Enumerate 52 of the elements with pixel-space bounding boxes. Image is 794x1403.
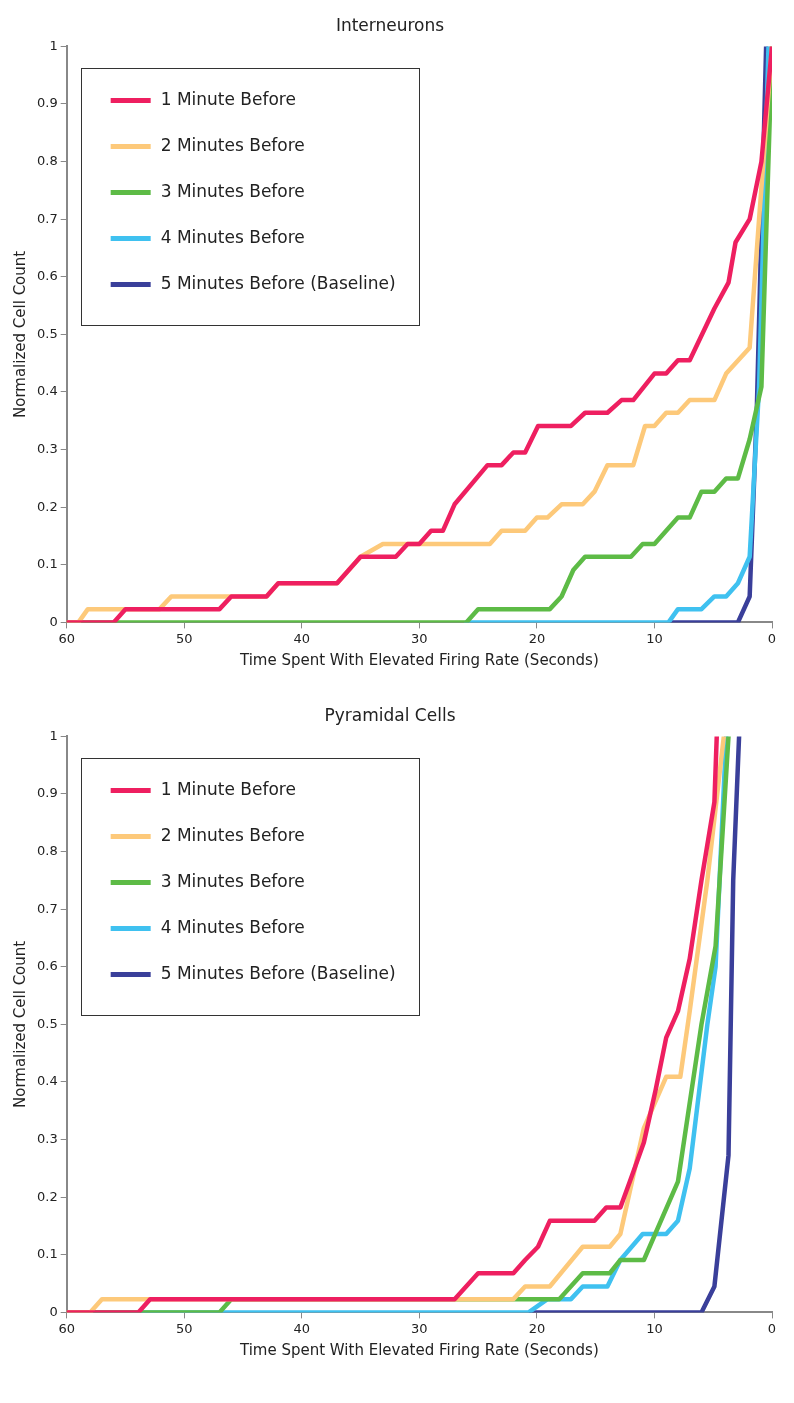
x-tick-label: 60 xyxy=(58,1320,75,1336)
x-tick-label: 10 xyxy=(646,1320,663,1336)
x-tick-label: 20 xyxy=(528,630,546,646)
x-tick-label: 60 xyxy=(58,630,75,646)
y-tick-label: 0.5 xyxy=(36,325,58,341)
legend-label: 3 Minutes Before xyxy=(160,870,305,891)
y-tick-label: 0.3 xyxy=(36,1130,58,1146)
x-tick-label: 0 xyxy=(767,1320,777,1336)
y-tick-label: 0.4 xyxy=(36,383,58,399)
y-tick-label: 0.7 xyxy=(36,900,58,916)
y-tick-label: 0.2 xyxy=(36,498,58,514)
legend-label: 2 Minutes Before xyxy=(160,824,305,845)
x-tick-label: 40 xyxy=(293,1320,311,1336)
x-tick-label: 30 xyxy=(411,1320,428,1336)
y-tick-label: 1 xyxy=(49,37,58,53)
chart-title: Pyramidal Cells xyxy=(324,704,456,725)
chart-title: Interneurons xyxy=(335,14,445,35)
legend-label: 4 Minutes Before xyxy=(160,226,305,247)
y-tick-label: 0.2 xyxy=(36,1188,58,1204)
x-tick-label: 40 xyxy=(293,630,311,646)
legend-label: 4 Minutes Before xyxy=(160,916,305,937)
y-tick-label: 0.9 xyxy=(36,95,58,111)
y-tick-label: 0.7 xyxy=(36,210,58,226)
y-axis-title: Normalized Cell Count xyxy=(10,250,29,418)
y-tick-label: 0.6 xyxy=(36,268,58,284)
x-tick-label: 0 xyxy=(767,630,777,646)
y-tick-label: 0.1 xyxy=(36,1246,58,1262)
x-axis-title: Time Spent With Elevated Firing Rate (Seconds) xyxy=(238,1340,599,1359)
x-tick-label: 50 xyxy=(175,630,193,646)
y-tick-label: 0.9 xyxy=(36,785,58,801)
legend-label: 5 Minutes Before (Baseline) xyxy=(160,962,396,983)
x-tick-label: 10 xyxy=(646,630,663,646)
legend-label: 5 Minutes Before (Baseline) xyxy=(160,272,396,293)
x-tick-label: 50 xyxy=(175,1320,193,1336)
y-tick-label: 0.8 xyxy=(36,842,58,858)
x-tick-label: 20 xyxy=(528,1320,546,1336)
y-tick-label: 0.3 xyxy=(36,440,58,456)
y-tick-label: 0.5 xyxy=(36,1015,58,1031)
y-tick-label: 0.1 xyxy=(36,556,58,572)
y-tick-label: 0.8 xyxy=(36,152,58,168)
x-tick-label: 30 xyxy=(411,630,428,646)
legend-label: 1 Minute Before xyxy=(160,778,296,799)
y-tick-label: 1 xyxy=(49,727,58,743)
y-tick-label: 0.6 xyxy=(36,958,58,974)
legend-label: 3 Minutes Before xyxy=(160,180,305,201)
y-tick-label: 0 xyxy=(49,1303,58,1319)
x-axis-title: Time Spent With Elevated Firing Rate (Seconds) xyxy=(238,650,599,669)
legend-label: 1 Minute Before xyxy=(160,88,296,109)
y-tick-label: 0.4 xyxy=(36,1073,58,1089)
legend-label: 2 Minutes Before xyxy=(160,134,305,155)
y-axis-title: Normalized Cell Count xyxy=(10,940,29,1108)
y-tick-label: 0 xyxy=(49,613,58,629)
